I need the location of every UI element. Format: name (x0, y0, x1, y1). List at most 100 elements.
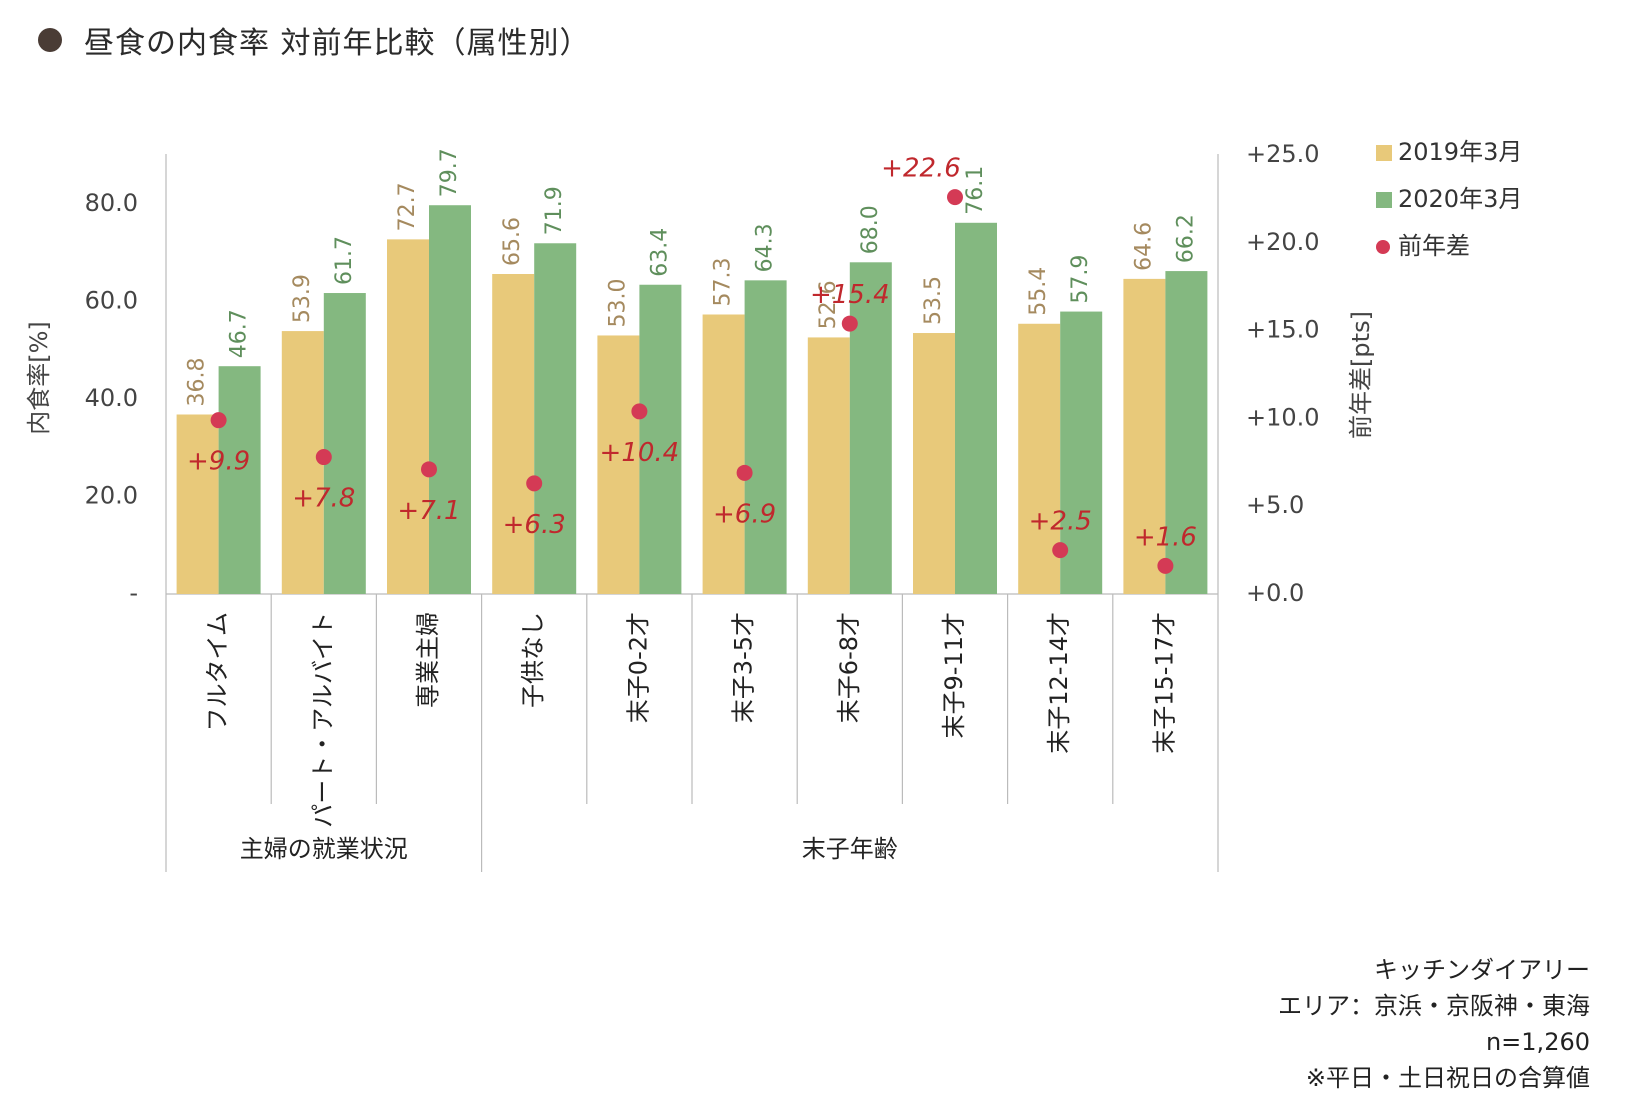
diff-data-label: +7.8 (292, 484, 355, 514)
category-label: 末子0-2才 (624, 612, 652, 723)
diff-point (315, 449, 332, 466)
diff-data-label: +22.6 (881, 154, 961, 184)
bar (176, 414, 219, 594)
bar-data-label: 61.7 (332, 236, 357, 285)
legend-label: 2019年3月 (1398, 138, 1522, 166)
bar-data-label: 53.5 (921, 276, 946, 325)
y-tick-label: 20.0 (85, 481, 138, 509)
diff-point (1052, 542, 1069, 559)
bar (807, 337, 850, 594)
bar (218, 366, 261, 594)
points-layer (210, 189, 1174, 574)
source-note: キッチンダイアリー エリア：京浜・京阪神・東海 n=1,260 ※平日・土日祝日… (1278, 952, 1590, 1096)
bar (955, 222, 997, 595)
category-label: 末子9-11才 (940, 612, 968, 738)
bar (429, 205, 471, 595)
diff-data-label: +6.3 (503, 510, 566, 540)
category-label: 専業主婦 (414, 612, 442, 708)
source-line: ※平日・土日祝日の合算値 (1305, 1064, 1590, 1092)
bar-data-label: 65.6 (500, 217, 525, 266)
labels-layer: 36.8 46.7 53.9 61.7 72.7 79.7 65.6 71.9 53.0 63.4… (185, 148, 1199, 552)
group-label: 末子年齢 (802, 835, 898, 863)
diff-point (947, 189, 963, 206)
bar-data-label: 53.9 (290, 274, 315, 323)
bar-data-label: 64.6 (1131, 222, 1156, 271)
axes-layer: - 20.0 40.0 60.0 80.0 +0.0 +5.0 +10.0 +15.0 +20.0… (25, 140, 1375, 872)
y-tick-label: 40.0 (85, 384, 138, 412)
y2-tick-label: +10.0 (1246, 403, 1320, 431)
y-axis-title: 内食率[%] (25, 321, 53, 435)
bar (913, 333, 955, 594)
bar (387, 239, 429, 595)
bar-data-label: 53.0 (605, 278, 630, 327)
diff-data-label: +9.9 (187, 447, 250, 477)
y2-tick-label: +15.0 (1246, 316, 1320, 344)
bar (1165, 271, 1208, 594)
diff-data-label: +7.1 (397, 496, 460, 526)
legend-marker (1376, 240, 1390, 254)
bar-data-label: 68.0 (858, 205, 883, 254)
diff-point (841, 315, 858, 332)
category-label: フルタイム (204, 612, 232, 732)
bar-data-label: 71.9 (542, 186, 567, 235)
bar-data-label: 64.3 (753, 223, 778, 272)
diff-data-label: +2.5 (1029, 507, 1092, 537)
bar (597, 335, 640, 594)
category-label: 末子12-14才 (1045, 612, 1073, 754)
diff-data-label: +15.4 (810, 280, 890, 310)
bar-data-label: 46.7 (227, 309, 252, 358)
bar (534, 243, 577, 595)
bar-data-label: 36.8 (185, 358, 210, 407)
diff-point (736, 464, 753, 481)
legend-swatch (1376, 192, 1392, 208)
y2-tick-label: +5.0 (1246, 491, 1304, 519)
diff-point (631, 403, 648, 420)
diff-data-label: +6.9 (713, 499, 776, 529)
diff-point (421, 461, 437, 478)
source-line: n=1,260 (1485, 1028, 1590, 1056)
bar (702, 314, 745, 594)
diff-point (210, 412, 227, 429)
bar-data-label: 57.3 (711, 258, 736, 307)
bar-data-label: 52.6 (816, 280, 841, 329)
bar (323, 293, 366, 594)
diff-point (1157, 557, 1174, 574)
diff-point (526, 475, 543, 492)
bar (492, 274, 535, 594)
chart-title-wrap: 昼食の内食率 対前年比較（属性別） (38, 14, 591, 66)
y2-tick-label: +25.0 (1246, 140, 1320, 168)
chart-title: 昼食の内食率 対前年比較（属性別） (84, 26, 591, 61)
title-bullet-icon (38, 28, 62, 52)
bar-data-label: 66.2 (1173, 214, 1198, 263)
bar (639, 284, 682, 594)
legend-label: 2020年3月 (1398, 185, 1522, 213)
y2-tick-label: +20.0 (1246, 228, 1320, 256)
y-tick-label: 80.0 (85, 189, 138, 217)
bar-data-label: 55.4 (1026, 267, 1051, 316)
group-label: 主婦の就業状況 (240, 835, 408, 863)
bar-data-label: 57.9 (1068, 255, 1093, 304)
bar (281, 331, 324, 594)
category-label: 末子3-5才 (730, 612, 758, 723)
diff-data-label: +10.4 (600, 438, 680, 468)
y2-tick-label: +0.0 (1246, 579, 1304, 607)
category-label: 末子15-17才 (1150, 612, 1178, 754)
y-tick-label: 60.0 (85, 286, 138, 314)
bar-data-label: 76.1 (963, 166, 988, 215)
bar (744, 280, 787, 594)
category-label: 末子6-8才 (835, 612, 863, 723)
bar-data-label: 79.7 (437, 148, 462, 197)
bar-data-label: 72.7 (395, 182, 420, 231)
source-line: キッチンダイアリー (1374, 956, 1590, 984)
legend-label: 前年差 (1398, 232, 1470, 260)
diff-data-label: +1.6 (1134, 522, 1197, 552)
source-line: エリア：京浜・京阪神・東海 (1278, 992, 1590, 1020)
category-label: 子供なし (519, 612, 547, 708)
bar (1123, 278, 1166, 594)
y2-axis-title: 前年差[pts] (1347, 311, 1375, 439)
bar (849, 262, 892, 594)
category-label: パート・アルバイト (309, 612, 337, 828)
legend-swatch (1376, 145, 1392, 161)
